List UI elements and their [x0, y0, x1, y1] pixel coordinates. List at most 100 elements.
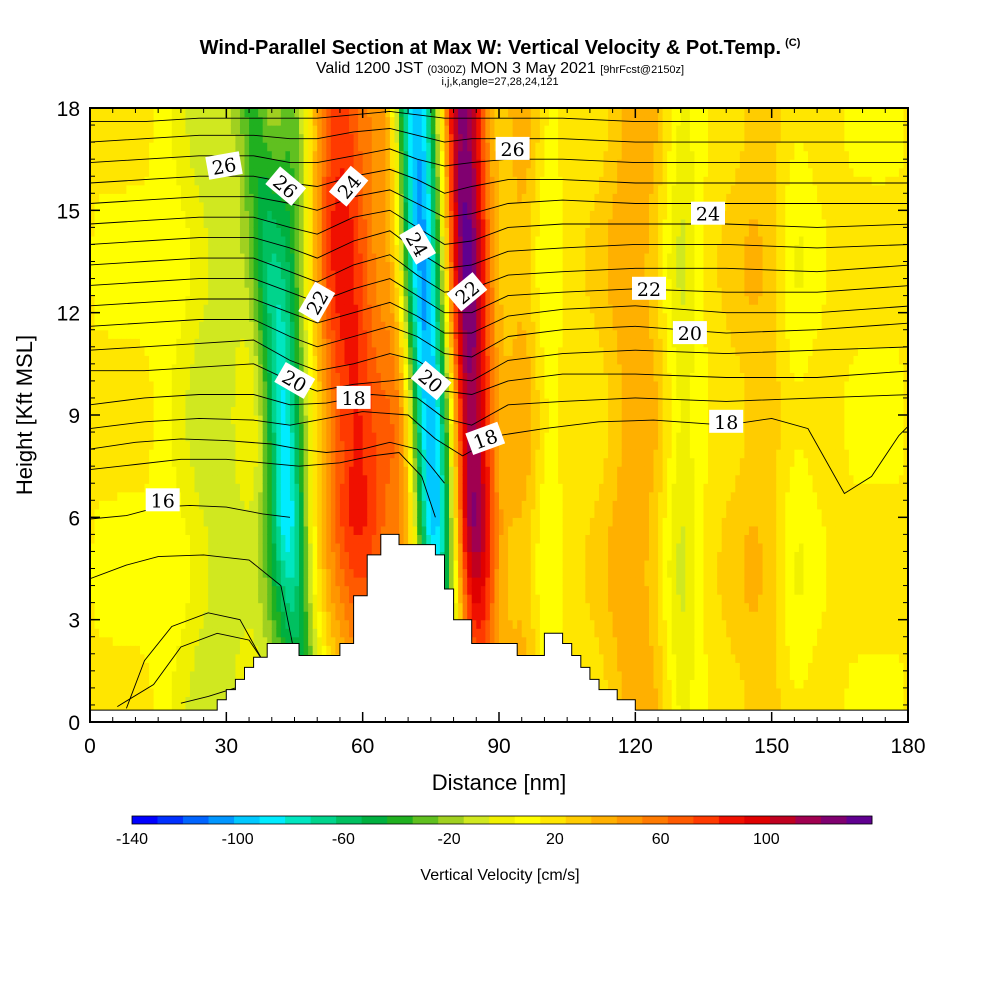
velocity-cell	[394, 457, 400, 467]
velocity-cell	[367, 483, 373, 493]
velocity-cell	[94, 440, 100, 450]
velocity-cell	[162, 406, 168, 416]
velocity-cell	[239, 338, 246, 348]
velocity-cell	[308, 278, 314, 288]
velocity-cell	[344, 551, 350, 561]
velocity-cell	[380, 397, 386, 408]
velocity-cell	[276, 423, 282, 433]
velocity-cell	[321, 108, 327, 118]
velocity-cell	[371, 210, 377, 220]
velocity-cell	[90, 542, 96, 553]
velocity-cell	[121, 628, 127, 638]
velocity-cell	[176, 133, 182, 143]
velocity-cell	[144, 346, 150, 356]
velocity-cell	[217, 628, 223, 638]
velocity-cell	[185, 653, 191, 663]
velocity-cell	[330, 508, 336, 518]
velocity-cell	[276, 551, 282, 561]
velocity-cell	[349, 602, 355, 612]
velocity-cell	[199, 594, 205, 604]
velocity-cell	[376, 261, 382, 271]
velocity-cell	[344, 474, 350, 484]
velocity-cell	[126, 491, 132, 501]
velocity-cell	[130, 142, 137, 152]
velocity-cell	[189, 252, 196, 263]
velocity-cell	[217, 287, 223, 297]
velocity-cell	[144, 551, 150, 561]
velocity-cell	[162, 133, 168, 143]
velocity-cell	[189, 696, 196, 706]
velocity-cell	[212, 184, 218, 194]
velocity-cell	[308, 645, 314, 655]
velocity-cell	[167, 142, 173, 152]
velocity-cell	[294, 440, 300, 450]
velocity-cell	[158, 244, 164, 254]
velocity-cell	[303, 312, 309, 322]
velocity-cell	[130, 568, 137, 578]
velocity-cell	[394, 261, 400, 271]
velocity-cell	[399, 184, 405, 194]
velocity-cell	[399, 218, 405, 228]
velocity-cell	[135, 619, 141, 629]
velocity-cell	[94, 406, 100, 416]
velocity-cell	[321, 338, 327, 348]
velocity-cell	[239, 389, 246, 399]
velocity-cell	[149, 628, 155, 638]
velocity-cell	[171, 227, 177, 237]
velocity-cell	[262, 474, 268, 484]
velocity-cell	[203, 193, 209, 203]
velocity-cell	[353, 449, 359, 459]
velocity-cell	[130, 321, 137, 331]
velocity-cell	[249, 321, 255, 331]
velocity-cell	[303, 466, 309, 476]
velocity-cell	[180, 218, 187, 228]
velocity-cell	[280, 278, 287, 288]
velocity-cell	[139, 389, 146, 399]
velocity-cell	[94, 696, 100, 706]
velocity-cell	[189, 108, 196, 118]
velocity-cell	[394, 184, 400, 194]
velocity-cell	[112, 670, 118, 680]
velocity-cell	[117, 159, 123, 169]
velocity-cell	[149, 474, 155, 484]
velocity-cell	[235, 338, 241, 348]
velocity-cell	[326, 270, 332, 280]
velocity-cell	[362, 295, 368, 305]
velocity-cell	[312, 500, 318, 510]
velocity-cell	[280, 218, 287, 228]
velocity-cell	[121, 542, 127, 553]
velocity-cell	[244, 244, 250, 254]
velocity-cell	[399, 517, 405, 527]
velocity-cell	[180, 466, 187, 476]
velocity-cell	[135, 278, 141, 288]
velocity-cell	[112, 389, 118, 399]
velocity-cell	[221, 542, 227, 553]
velocity-cell	[389, 338, 396, 348]
velocity-cell	[112, 559, 118, 570]
velocity-cell	[167, 304, 173, 314]
velocity-cell	[330, 594, 336, 604]
velocity-cell	[189, 551, 196, 561]
velocity-cell	[376, 474, 382, 484]
velocity-cell	[185, 355, 191, 365]
velocity-cell	[330, 116, 336, 126]
velocity-cell	[153, 687, 159, 698]
velocity-cell	[280, 287, 287, 297]
velocity-cell	[294, 295, 300, 305]
velocity-cell	[367, 295, 373, 305]
velocity-cell	[99, 159, 105, 169]
velocity-cell	[294, 594, 300, 604]
velocity-cell	[258, 380, 264, 391]
velocity-cell	[349, 363, 355, 373]
velocity-cell	[353, 525, 359, 535]
velocity-cell	[249, 645, 255, 655]
velocity-cell	[385, 287, 391, 297]
velocity-cell	[130, 423, 137, 433]
velocity-cell	[139, 227, 146, 237]
velocity-cell	[299, 227, 305, 237]
velocity-cell	[285, 449, 291, 459]
velocity-cell	[199, 142, 205, 152]
velocity-cell	[299, 508, 305, 518]
velocity-cell	[180, 517, 187, 527]
velocity-cell	[185, 577, 191, 587]
